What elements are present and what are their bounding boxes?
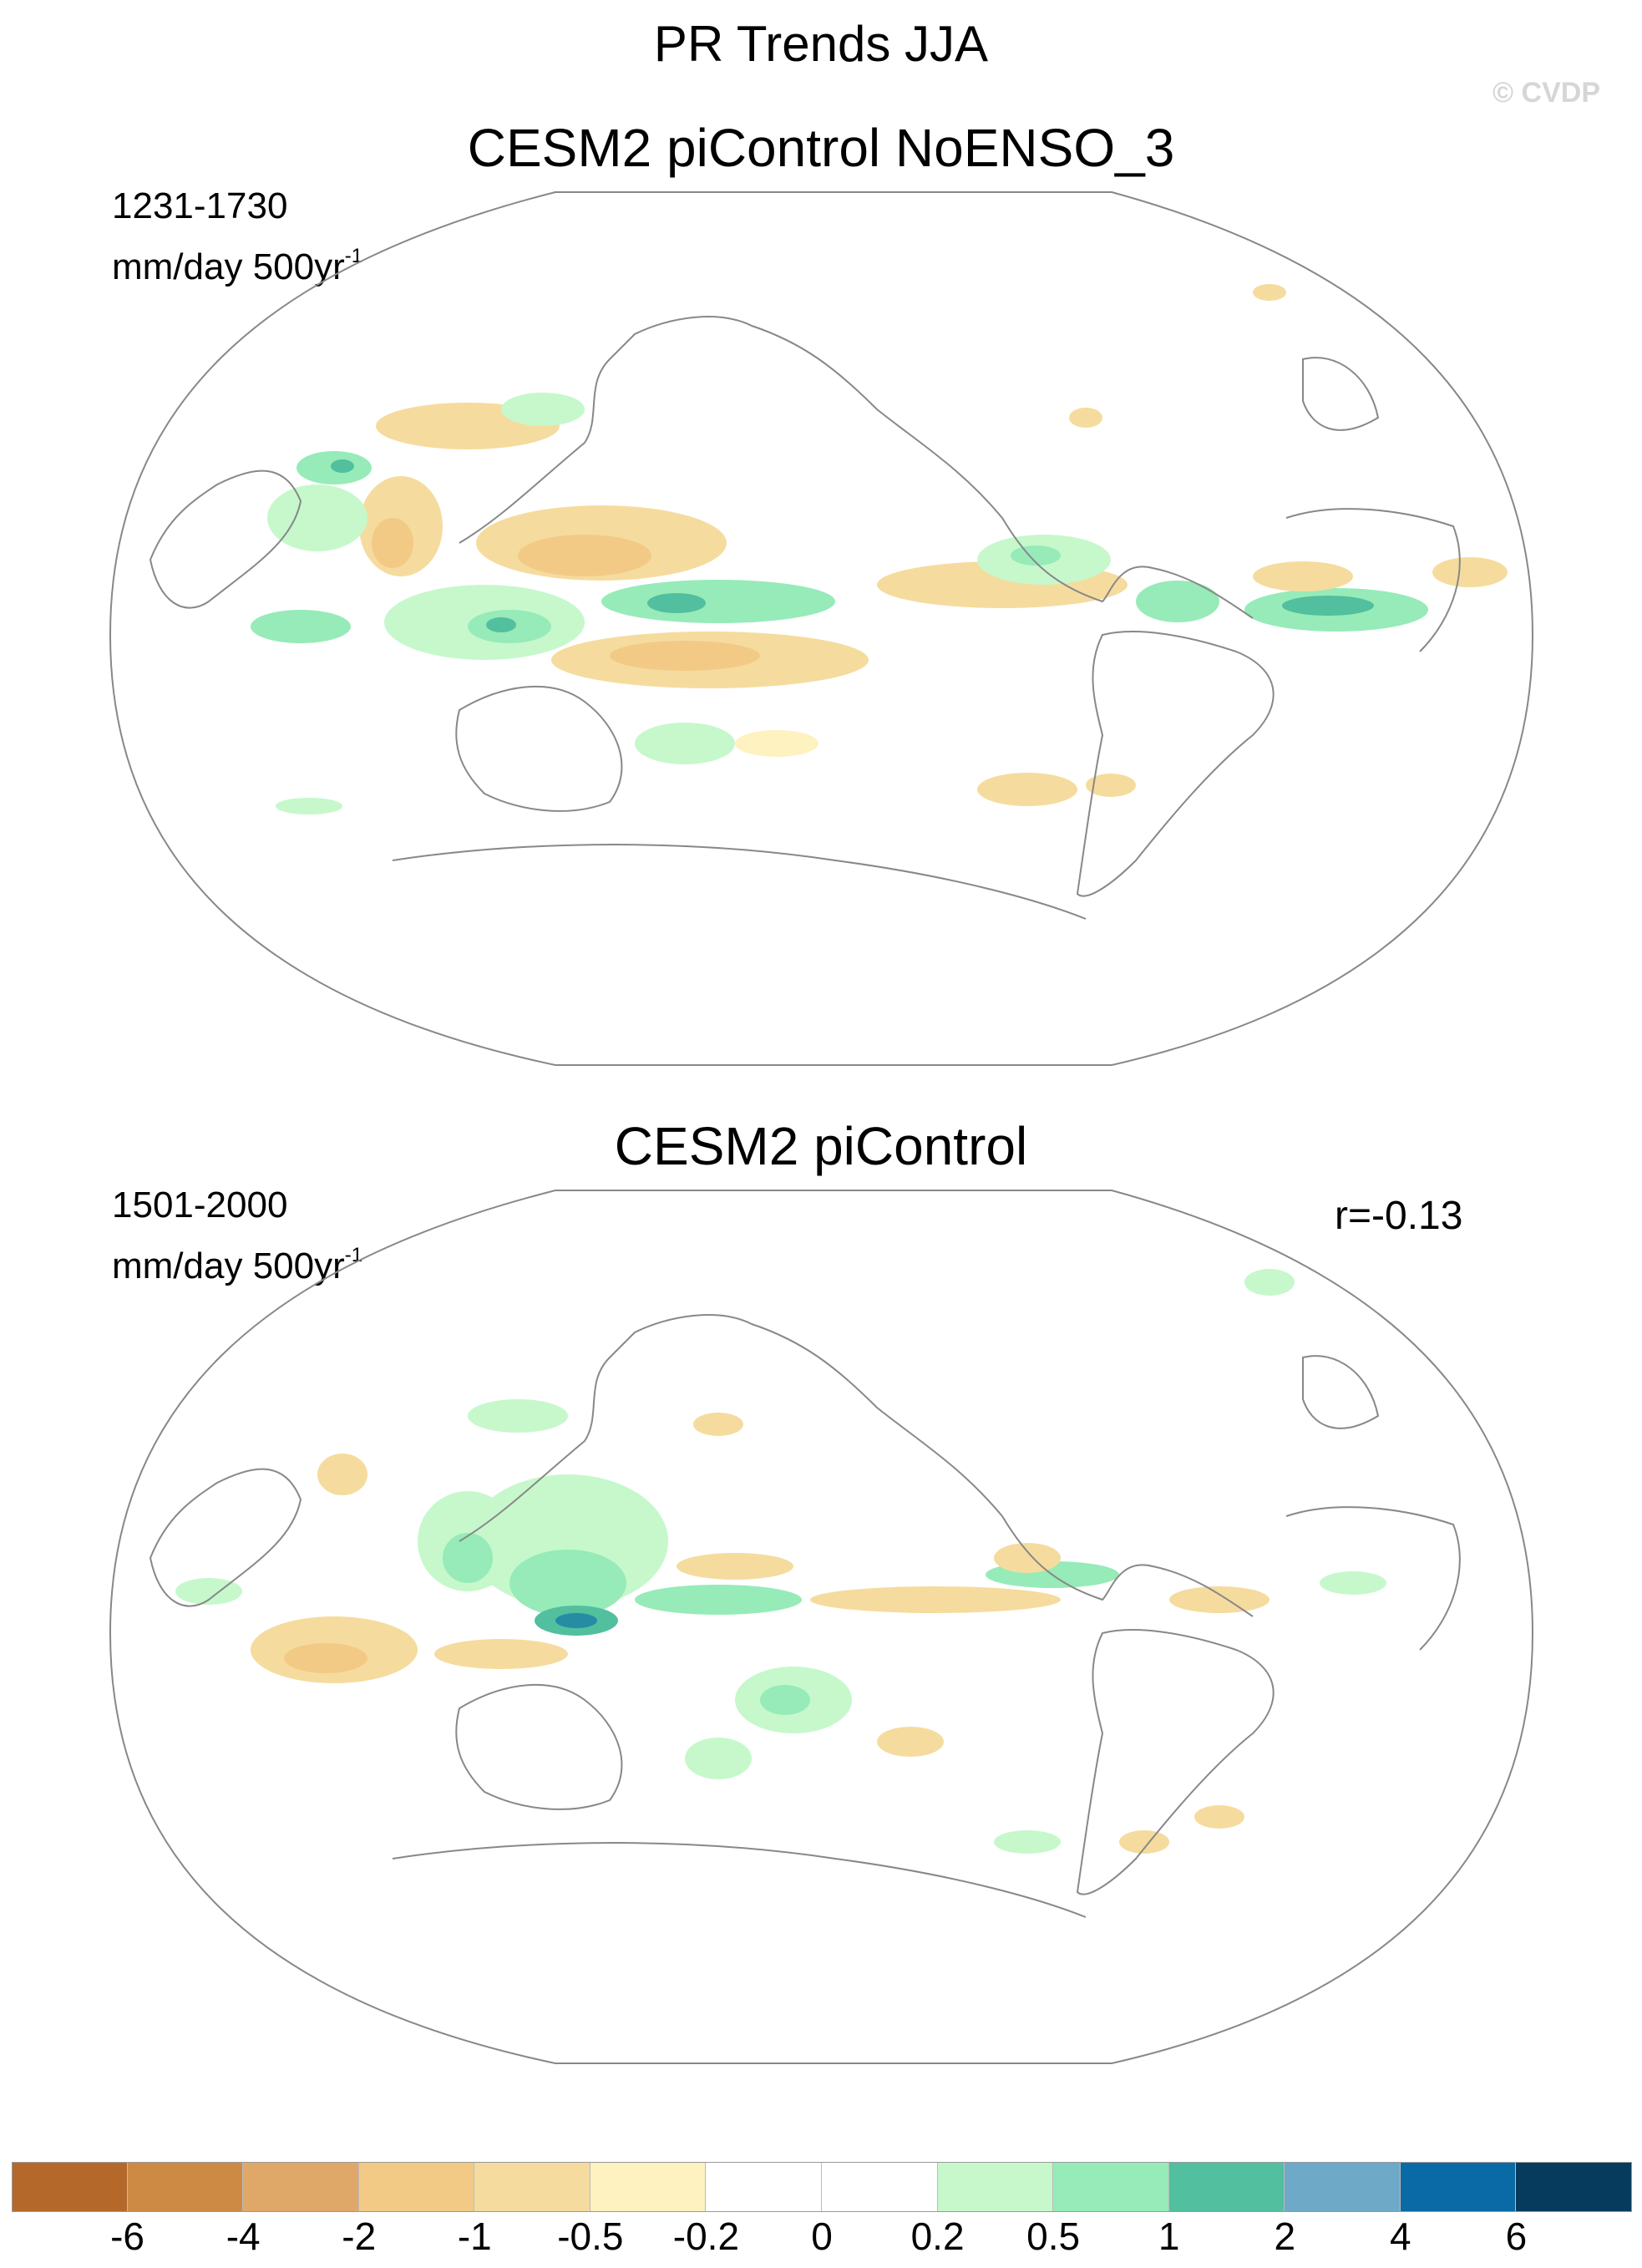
colorbar-box [1285, 2162, 1401, 2212]
colorbar-box [822, 2162, 938, 2212]
colorbar-box [12, 2162, 128, 2212]
colorbar-tick-label: -6 [110, 2215, 145, 2258]
watermark: © CVDP [1492, 77, 1600, 109]
colorbar-box [1516, 2162, 1632, 2212]
colorbar-box [590, 2162, 707, 2212]
main-title: PR Trends JJA [653, 16, 989, 72]
colorbar-tick-label: -0.2 [672, 2215, 740, 2258]
panel-1-title: CESM2 piControl NoENSO_3 [467, 118, 1175, 178]
panel-2-anomalies [175, 1269, 1386, 1854]
colorbar-tick-label: -4 [226, 2215, 261, 2258]
colorbar-box [1053, 2162, 1169, 2212]
panel-1-map-border [109, 191, 1534, 1066]
panel-2-map-border [109, 1190, 1534, 2064]
colorbar [12, 2162, 1632, 2212]
colorbar-tick-label: 2 [1274, 2215, 1296, 2258]
panel-2-years: 1501-2000 [112, 1185, 288, 1225]
panel-2-coastlines [149, 1314, 1461, 1918]
colorbar-box [474, 2162, 590, 2212]
colorbar-tick-label: 6 [1505, 2215, 1528, 2258]
colorbar-frame [12, 2162, 1632, 2212]
panel-1-anomalies [251, 284, 1508, 814]
colorbar-box [127, 2162, 244, 2212]
colorbar-tick-label: -1 [457, 2215, 492, 2258]
colorbar-box [937, 2162, 1054, 2212]
colorbar-box [243, 2162, 359, 2212]
panel-2-title: CESM2 piControl [614, 1116, 1028, 1176]
colorbar-tick-label: 0.2 [910, 2215, 965, 2258]
colorbar-box [706, 2162, 822, 2212]
colorbar-tick-label: 0.5 [1026, 2215, 1081, 2258]
panel-2-correlation: r=-0.13 [1335, 1194, 1463, 1238]
panel-1-coastlines [149, 316, 1461, 920]
panel-1-years: 1231-1730 [112, 185, 288, 226]
colorbar-box [358, 2162, 475, 2212]
colorbar-tick-label: 0 [811, 2215, 833, 2258]
colorbar-tick-label: 1 [1158, 2215, 1180, 2258]
colorbar-tick-label: 4 [1390, 2215, 1411, 2258]
colorbar-box [1400, 2162, 1517, 2212]
panel-1-units: mm/day 500yr-1 [112, 245, 363, 287]
colorbar-tick-label: -0.5 [557, 2215, 624, 2258]
colorbar-box [1168, 2162, 1285, 2212]
panel-2-map [109, 1190, 1534, 2064]
panel-2-units: mm/day 500yr-1 [112, 1244, 363, 1286]
panel-1-map [109, 191, 1534, 1066]
colorbar-tick-label: -2 [342, 2215, 377, 2258]
